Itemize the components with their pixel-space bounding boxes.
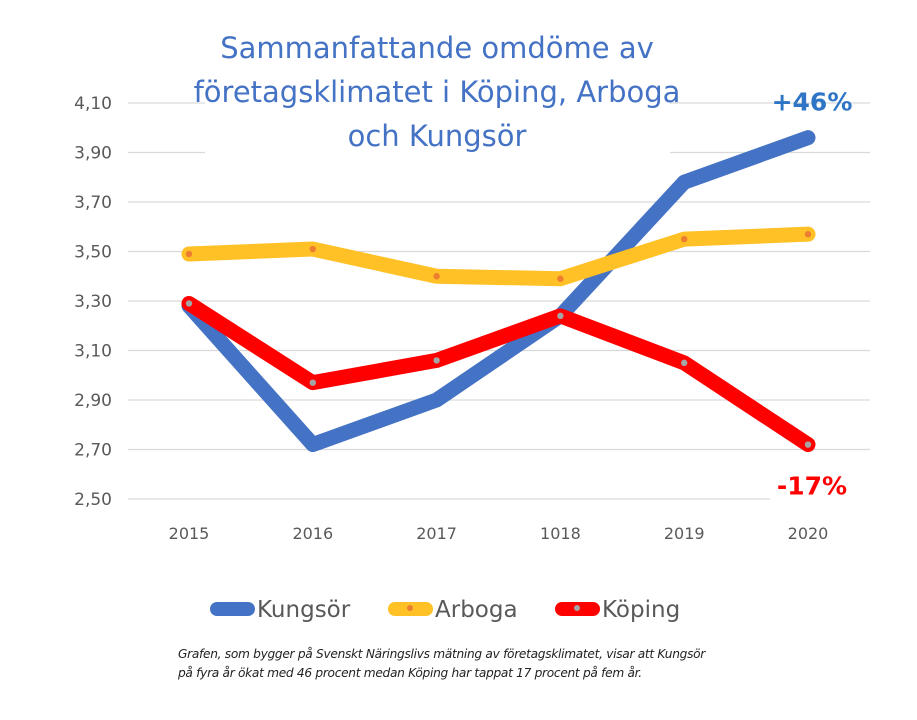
y-axis-ticks: 2,50 2,70 2,90 3,10 3,30 3,50 3,70 3,90 4,10: [74, 94, 112, 510]
legend-item-arboga: Arboga: [388, 597, 518, 623]
annotations: +46% -17%: [772, 88, 853, 501]
y-tick-label: 4,10: [74, 94, 112, 114]
annotation-köping: -17%: [777, 472, 847, 501]
data-point-arboga: [309, 245, 316, 253]
x-axis-ticks: 2015 2016 2017 1018 2019 2020: [169, 524, 829, 543]
legend-marker: [407, 605, 413, 611]
series-line-arboga: [181, 226, 816, 287]
data-point-arboga: [681, 235, 688, 243]
y-tick-label: 2,50: [74, 490, 112, 510]
title-line-1: Sammanfattande omdöme av: [220, 31, 654, 65]
legend-item-kungsör: Kungsör: [210, 597, 351, 623]
data-point-köping: [557, 312, 564, 320]
y-tick-label: 3,90: [74, 144, 112, 164]
x-tick-label: 2016: [292, 524, 333, 543]
y-tick-label: 3,10: [74, 342, 112, 362]
data-point-arboga: [433, 273, 440, 280]
chart-title: Sammanfattande omdöme av företagsklimate…: [194, 26, 681, 160]
y-tick-label: 2,70: [74, 441, 112, 461]
title-line-3: och Kungsör: [348, 119, 527, 153]
data-point-arboga: [804, 230, 812, 238]
legend-marker: [574, 605, 580, 611]
y-tick-label: 3,50: [74, 243, 112, 263]
y-tick-label: 3,30: [74, 292, 112, 312]
annotation-kungsör: +46%: [772, 88, 853, 117]
data-point-arboga: [557, 275, 564, 282]
legend-label: Arboga: [435, 597, 518, 623]
x-tick-label: 1018: [540, 524, 581, 543]
data-point-köping: [309, 379, 316, 386]
data-point-köping: [185, 300, 193, 307]
figure-caption: Grafen, som bygger på Svenskt Näringsliv…: [178, 645, 798, 683]
data-point-köping: [681, 359, 688, 367]
y-tick-label: 2,90: [74, 391, 112, 411]
title-line-2: företagsklimatet i Köping, Arboga: [194, 75, 681, 109]
series-lines: [181, 130, 816, 453]
legend-item-köping: Köping: [555, 597, 680, 623]
legend-label: Köping: [602, 597, 680, 623]
data-point-arboga: [185, 250, 193, 258]
x-tick-label: 2017: [416, 524, 457, 543]
legend-label: Kungsör: [257, 597, 351, 623]
legend: Kungsör Arboga Köping: [210, 597, 680, 623]
x-tick-label: 2015: [169, 524, 210, 543]
x-tick-label: 2020: [788, 524, 829, 543]
data-point-köping: [433, 357, 440, 364]
series-line-köping: [181, 295, 816, 453]
caption-line-2: på fyra år ökat med 46 procent medan Köp…: [178, 666, 642, 680]
y-tick-label: 3,70: [74, 193, 112, 213]
caption-line-1: Grafen, som bygger på Svenskt Näringsliv…: [178, 647, 706, 661]
series-line-kungsör: [181, 130, 816, 453]
data-point-köping: [804, 441, 812, 448]
x-tick-label: 2019: [664, 524, 705, 543]
